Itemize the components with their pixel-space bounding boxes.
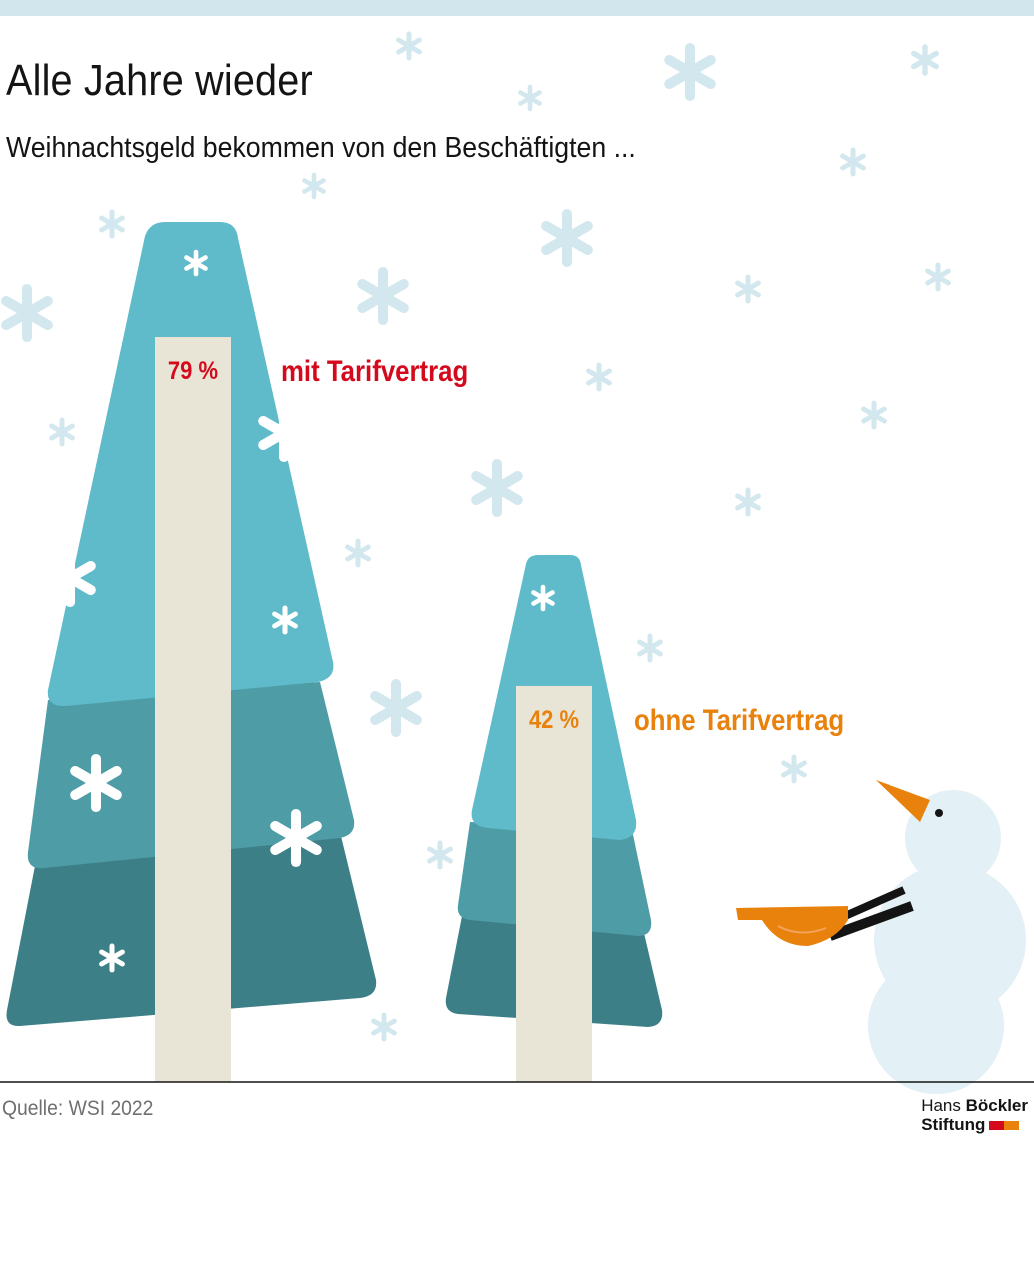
- snowflake-icon: [520, 87, 539, 109]
- orange-bowl-icon: [736, 906, 848, 946]
- source-note: Quelle: WSI 2022: [2, 1097, 154, 1120]
- snowflake-icon: [375, 684, 417, 732]
- top-band: [0, 0, 1034, 16]
- chart-subtitle: Weihnachtsgeld bekommen von den Beschäft…: [6, 132, 636, 164]
- snowflake-icon: [374, 1015, 395, 1039]
- snowflake-icon: [399, 34, 420, 58]
- snowman-arm-lower: [828, 901, 914, 941]
- category-label-ohne: ohne Tarifvertrag: [634, 703, 844, 736]
- snowflake-icon: [102, 212, 123, 236]
- logo-mark-icon: [989, 1121, 1020, 1131]
- snowflake-icon: [52, 420, 73, 444]
- carrot-nose-icon: [876, 780, 930, 822]
- snowflake-icon: [914, 47, 937, 73]
- snowflake-icon: [843, 150, 864, 174]
- snowman-icon: [736, 780, 1026, 1094]
- snowflake-icon: [476, 464, 518, 512]
- snowflake-icon: [669, 48, 711, 96]
- logo-text-boeckler: Böckler: [965, 1096, 1028, 1115]
- snowflake-icon: [784, 757, 805, 781]
- snowflake-icon: [864, 403, 885, 427]
- logo-text-stiftung: Stiftung: [921, 1115, 986, 1134]
- snowflake-icon: [6, 289, 48, 337]
- snowflake-icon: [928, 265, 949, 289]
- logo-text-hans: Hans: [921, 1096, 966, 1115]
- category-label-mit: mit Tarifvertrag: [281, 354, 468, 387]
- value-label-mit: 79 %: [168, 357, 218, 385]
- snowflake-icon: [640, 636, 661, 660]
- snowflake-icon: [546, 214, 588, 262]
- bars-group: 79 % 42 % mit Tarifvertrag ohne Tarifver…: [155, 337, 844, 1082]
- snowflake-icon: [304, 175, 323, 197]
- bar-ohne-tarifvertrag: [516, 685, 592, 1082]
- bar-mit-tarifvertrag: [155, 337, 231, 1082]
- chart-title: Alle Jahre wieder: [6, 56, 313, 105]
- snowflake-icon: [738, 490, 759, 514]
- value-label-ohne: 42 %: [529, 706, 579, 734]
- snowflake-icon: [362, 272, 404, 320]
- snowflake-icon: [430, 843, 451, 867]
- snowflake-icon: [738, 277, 759, 301]
- snowflake-icon: [589, 365, 610, 389]
- snowflake-icon: [348, 541, 369, 565]
- hans-boeckler-logo: Hans Böckler Stiftung: [921, 1096, 1028, 1134]
